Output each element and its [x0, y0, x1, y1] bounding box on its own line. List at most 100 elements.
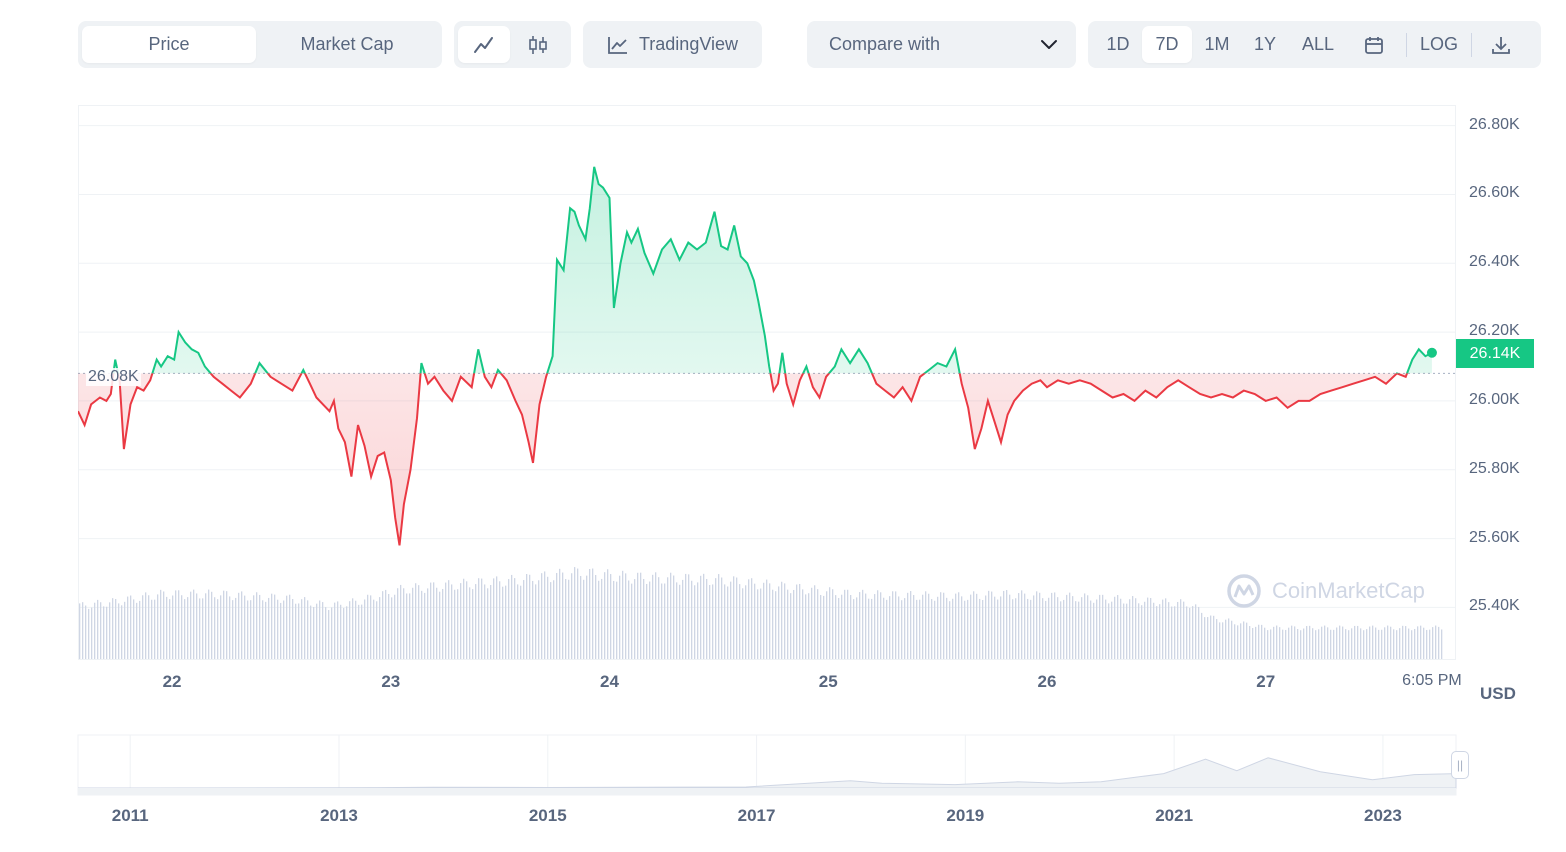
volume-bar — [118, 603, 120, 659]
volume-bar — [1000, 596, 1002, 659]
volume-bar — [235, 597, 237, 659]
volume-bar — [1177, 601, 1179, 659]
volume-bar — [577, 568, 579, 659]
volume-bar — [607, 569, 609, 659]
volume-bar — [1366, 629, 1368, 659]
download-button[interactable] — [1478, 26, 1524, 63]
volume-bar — [718, 574, 720, 659]
volume-bar — [241, 591, 243, 659]
volume-bar — [676, 582, 678, 659]
volume-bar — [1369, 626, 1371, 659]
range-1y[interactable]: 1Y — [1253, 34, 1277, 54]
tradingview-button[interactable]: TradingView — [583, 21, 762, 68]
candlestick-button[interactable] — [510, 26, 566, 63]
compare-dropdown[interactable]: Compare with — [807, 21, 1076, 68]
volume-bar — [442, 588, 444, 659]
volume-bar — [1420, 625, 1422, 659]
volume-bar — [286, 595, 288, 659]
volume-bar — [1234, 624, 1236, 659]
volume-bar — [961, 596, 963, 659]
volume-bar — [940, 592, 942, 659]
volume-bar — [1327, 627, 1329, 659]
range-1m[interactable]: 1M — [1204, 34, 1230, 54]
volume-bar — [886, 599, 888, 659]
volume-bar — [1189, 607, 1191, 659]
volume-bar — [691, 580, 693, 659]
volume-bar — [94, 602, 96, 659]
volume-bar — [1126, 603, 1128, 659]
volume-bar — [955, 593, 957, 659]
volume-bar — [103, 606, 105, 659]
volume-bar — [1288, 627, 1290, 659]
navigator-scrollbar[interactable] — [78, 788, 1456, 795]
volume-bar — [1048, 597, 1050, 659]
volume-bar — [271, 593, 273, 659]
tab-market-cap[interactable]: Market Cap — [300, 34, 394, 54]
volume-bar — [1123, 603, 1125, 659]
volume-bar — [1267, 630, 1269, 659]
volume-bar — [601, 578, 603, 659]
watermark: CoinMarketCap — [1226, 573, 1425, 609]
volume-bar — [1096, 599, 1098, 659]
range-all[interactable]: ALL — [1301, 34, 1335, 54]
volume-bar — [175, 590, 177, 659]
volume-bar — [115, 598, 117, 659]
volume-bar — [598, 580, 600, 659]
volume-bar — [1141, 605, 1143, 659]
volume-bar — [604, 572, 606, 659]
navigator-year-label: 2017 — [737, 806, 776, 825]
volume-bar — [799, 583, 801, 659]
tab-price[interactable]: Price — [82, 26, 256, 63]
volume-bar — [1360, 628, 1362, 659]
volume-bar — [622, 570, 624, 659]
volume-bar — [703, 573, 705, 659]
navigator-handle[interactable]: || — [1451, 751, 1469, 779]
volume-bar — [1144, 601, 1146, 659]
volume-bar — [745, 585, 747, 659]
volume-bar — [706, 578, 708, 659]
volume-bar — [790, 593, 792, 659]
volume-bar — [121, 605, 123, 659]
volume-bar — [844, 589, 846, 659]
volume-bar — [823, 595, 825, 659]
navigator-year-label: 2019 — [946, 806, 985, 825]
volume-bar — [739, 584, 741, 659]
log-toggle[interactable]: LOG — [1419, 34, 1458, 54]
line-chart-button[interactable] — [458, 26, 510, 63]
volume-bar — [973, 591, 975, 659]
volume-bar — [400, 584, 402, 659]
range-7d[interactable]: 7D — [1142, 26, 1192, 63]
volume-bar — [775, 591, 777, 659]
date-range-button[interactable] — [1348, 26, 1400, 63]
volume-bar — [316, 603, 318, 659]
volume-bar — [805, 594, 807, 659]
volume-bar — [547, 576, 549, 659]
range-toolbar: 1D 7D 1M 1Y ALL LOG — [1088, 21, 1541, 68]
volume-bar — [217, 599, 219, 659]
volume-bar — [769, 583, 771, 659]
volume-bar — [1132, 596, 1134, 659]
volume-bar — [1108, 603, 1110, 659]
volume-bar — [772, 589, 774, 659]
volume-bar — [88, 608, 90, 659]
range-1d[interactable]: 1D — [1106, 34, 1130, 54]
volume-bar — [391, 597, 393, 659]
volume-bar — [1348, 630, 1350, 659]
volume-bar — [811, 587, 813, 659]
volume-bar — [610, 574, 612, 659]
x-tick-label: 24 — [600, 672, 619, 691]
volume-bar — [163, 591, 165, 659]
volume-bar — [1147, 597, 1149, 659]
volume-bar — [1174, 606, 1176, 659]
volume-bar — [922, 594, 924, 659]
volume-bar — [1249, 625, 1251, 659]
volume-bar — [592, 568, 594, 659]
volume-bar — [979, 598, 981, 659]
volume-bar — [835, 595, 837, 659]
volume-bar — [1213, 615, 1215, 659]
volume-bar — [1036, 591, 1038, 659]
volume-bar — [1351, 628, 1353, 659]
volume-bar — [1045, 600, 1047, 659]
volume-bar — [289, 594, 291, 659]
